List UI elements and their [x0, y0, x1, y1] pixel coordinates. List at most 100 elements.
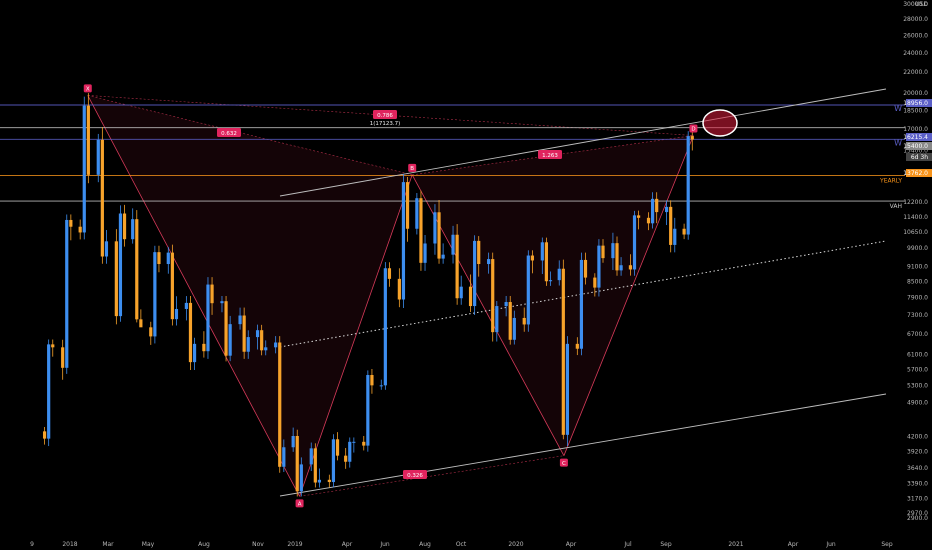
candle-body — [42, 431, 47, 439]
candle-body — [139, 319, 143, 328]
price-tick-28: 2970.0 — [907, 510, 928, 517]
candle-body — [82, 105, 86, 233]
target-zone-circle — [702, 109, 738, 137]
candle-body — [650, 198, 655, 224]
candle-body — [441, 254, 445, 259]
price-tick-23: 4200.0 — [907, 434, 928, 441]
level-label-0: W — [894, 104, 902, 113]
candle-body — [593, 277, 597, 288]
pattern-point-c-label: C — [562, 461, 566, 467]
price-tick-24: 3920.0 — [907, 449, 928, 456]
pattern-point-x-badge — [83, 84, 92, 93]
harmonic-pattern — [87, 95, 694, 497]
candle-body — [690, 136, 694, 140]
candle-body — [491, 259, 495, 333]
pattern-ratio-line-1 — [299, 455, 564, 497]
price-tick-19: 6100.0 — [907, 351, 928, 358]
time-tick-5: Nov — [252, 541, 264, 548]
candle-body — [274, 342, 278, 348]
time-tick-18: Sep — [881, 541, 893, 548]
candle-body — [96, 139, 100, 175]
price-tick-21: 5300.0 — [907, 382, 928, 389]
candle-body — [331, 439, 336, 483]
candle-body — [473, 240, 477, 307]
candle-body — [487, 259, 491, 265]
candle-body — [508, 302, 512, 340]
candle-body — [655, 198, 659, 213]
candle-body — [575, 343, 579, 349]
horizontal-levels: W W YEARLY VAH — [0, 104, 905, 210]
candle-body — [583, 259, 588, 278]
ratio-badge-3 — [403, 470, 427, 479]
candle-body — [601, 245, 605, 259]
time-tick-10: Oct — [456, 541, 467, 548]
candle-body — [548, 280, 553, 282]
candle-body — [264, 347, 268, 351]
candle-body — [636, 215, 641, 218]
currency-label: USD — [915, 1, 928, 8]
candle-body — [295, 435, 299, 492]
time-tick-2: Mar — [102, 541, 114, 548]
candle-body — [401, 182, 406, 300]
candle-body — [291, 435, 295, 448]
candle-body — [419, 198, 423, 263]
candle-body — [100, 139, 104, 257]
candle-body — [366, 375, 370, 446]
candle-body — [597, 245, 601, 288]
candle-body — [170, 252, 174, 320]
candle-body — [335, 439, 340, 456]
price-tag-0 — [906, 99, 932, 107]
price-tick-3: 24000.0 — [903, 50, 928, 57]
level-label-2: W — [894, 138, 902, 147]
level-label-3: YEARLY — [879, 177, 902, 184]
annotations: X A B C D 0.786 0.632 1.263 0.326 1(17123.7) — [83, 84, 738, 508]
candle-body — [632, 215, 637, 270]
candle-body — [526, 255, 530, 325]
candle-body — [344, 455, 348, 462]
candle-body — [313, 448, 317, 483]
candle-body — [686, 136, 690, 235]
price-tag-2 — [906, 142, 932, 150]
candle-body — [495, 306, 499, 333]
candle-body — [69, 219, 73, 227]
price-tick-14: 9100.0 — [907, 263, 928, 270]
candle-body — [669, 206, 673, 245]
candle-body — [504, 302, 508, 307]
candle-body — [544, 242, 549, 282]
candle-body — [246, 337, 250, 352]
pattern-leg-0 — [87, 95, 300, 497]
price-tag-3 — [906, 153, 932, 161]
candle-body — [255, 330, 260, 338]
level-label-4: VAH — [890, 203, 902, 210]
price-tick-17: 7300.0 — [907, 312, 928, 319]
candle-body — [379, 385, 383, 387]
time-tick-12: Apr — [566, 541, 577, 548]
candle-body — [224, 301, 228, 356]
candle-body — [122, 213, 127, 240]
candle-body — [455, 234, 459, 299]
candle-body — [149, 327, 153, 337]
candle-body — [220, 301, 224, 304]
candle-body — [210, 284, 214, 304]
price-tag-4 — [906, 169, 932, 177]
candle-body — [415, 198, 419, 229]
ratio-label-0: 0.786 — [377, 113, 393, 119]
time-tick-3: May — [142, 541, 155, 548]
price-tick-29: 2900.0 — [907, 515, 928, 522]
candle-body — [327, 479, 331, 483]
ratio-label-1: 0.632 — [221, 131, 237, 137]
pattern-ratio-line-3 — [87, 95, 694, 136]
pattern-point-b-label: B — [410, 166, 414, 172]
time-axis[interactable]: 9 2018 Mar May Aug Nov 2019 Apr Jun Aug Oct 2020 Apr… — [30, 541, 893, 548]
candle-body — [238, 315, 242, 325]
candle-body — [174, 308, 179, 320]
candle-body — [188, 302, 193, 363]
price-tick-1: 28000.0 — [903, 16, 928, 23]
price-tick-6: 18500.0 — [903, 107, 928, 114]
price-tag-label-0: 18956.0 — [903, 100, 928, 107]
target-label: 1(17123.7) — [370, 121, 401, 127]
candle-body — [405, 182, 410, 229]
candlesticks — [42, 93, 694, 497]
